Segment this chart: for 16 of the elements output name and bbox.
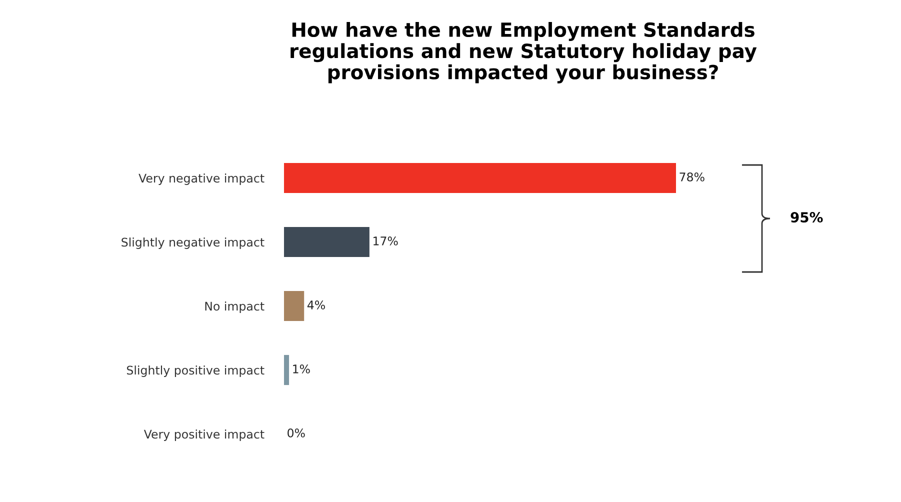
data-label: 17%	[374, 236, 398, 246]
y-tick-label: Slightly negative impact	[122, 238, 264, 249]
bar	[284, 226, 370, 258]
data-label: 0%	[288, 428, 305, 438]
bar	[284, 354, 290, 386]
data-label: 78%	[680, 172, 704, 182]
y-tick-label: Slightly positive impact	[126, 366, 264, 377]
chart-title: How have the new Employment Standards regulations and new Statutory holiday pay provisions impacted your business?	[290, 22, 757, 84]
y-tick-label: Very positive impact	[144, 430, 264, 441]
y-tick-label: No impact	[205, 302, 264, 313]
bar	[284, 290, 304, 322]
bar	[284, 162, 676, 194]
data-label: 4%	[307, 300, 325, 310]
text: 95%	[790, 212, 823, 223]
data-label: 1%	[293, 364, 310, 374]
y-tick-label: Very negative impact	[138, 174, 264, 185]
